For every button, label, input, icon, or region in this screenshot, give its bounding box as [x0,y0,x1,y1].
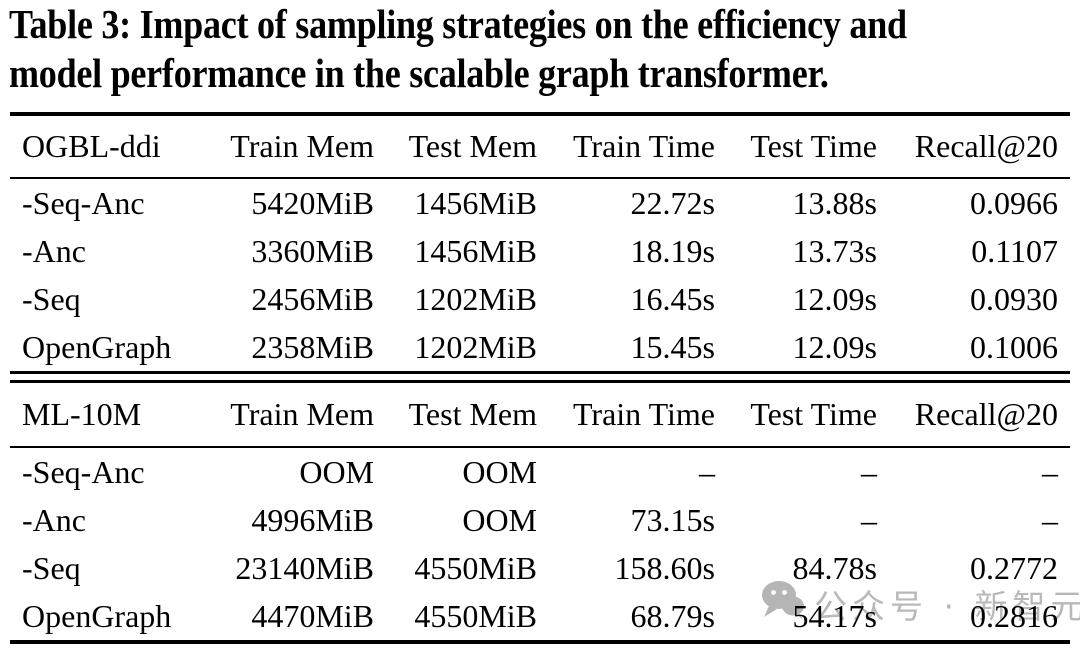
cell-train-mem: 5420MiB [251,184,374,221]
cell-train-time: – [699,453,715,490]
cell-test-time: – [861,453,877,490]
cell-test-mem: OOM [462,501,537,538]
col-header-train-mem: Train Mem [230,396,374,432]
table-row: -Anc 4996MiB OOM 73.15s – – [10,496,1070,544]
row-label: -Seq-Anc [22,184,145,221]
cell-test-time: 12.09s [792,328,877,365]
col-header-test-mem: Test Mem [408,128,537,164]
col-header-recall: Recall@20 [914,128,1058,164]
table-row: OpenGraph 2358MiB 1202MiB 15.45s 12.09s … [10,323,1070,371]
cell-train-time: 68.79s [630,597,715,634]
col-header-train-time: Train Time [573,396,715,432]
table-row: -Seq 2456MiB 1202MiB 16.45s 12.09s 0.093… [10,275,1070,323]
cell-test-mem: 4550MiB [414,549,537,586]
cell-train-mem: 2358MiB [251,328,374,365]
cell-train-mem: 4470MiB [251,597,374,634]
table2-header-row: ML-10M Train Mem Test Mem Train Time Tes… [10,383,1070,446]
cell-train-mem: 4996MiB [251,501,374,538]
cell-recall: 0.0966 [970,184,1058,221]
table-caption: Table 3: Impact of sampling strategies o… [9,0,907,98]
cell-test-mem: 1202MiB [414,280,537,317]
cell-test-mem: 1202MiB [414,328,537,365]
cell-train-time: 73.15s [630,501,715,538]
caption-line-2: model performance in the scalable graph … [9,50,829,96]
table-row: -Seq 23140MiB 4550MiB 158.60s 84.78s 0.2… [10,544,1070,592]
cell-recall: 0.1107 [971,232,1058,269]
table1-header-row: OGBL-ddi Train Mem Test Mem Train Time T… [10,116,1070,177]
wechat-icon [760,580,806,628]
cell-train-time: 22.72s [630,184,715,221]
cell-test-mem: 1456MiB [414,232,537,269]
col-header-test-time: Test Time [750,396,877,432]
cell-recall: 0.2816 [970,597,1058,634]
row-label: -Anc [22,232,86,269]
rule-header-2 [10,446,1070,448]
watermark-text: 公众号 · 新智元 [814,587,1080,626]
cell-test-time: 12.09s [792,280,877,317]
row-label: -Seq-Anc [22,453,145,490]
cell-train-time: 16.45s [630,280,715,317]
dataset-header: OGBL-ddi [22,128,161,164]
table-row: -Anc 3360MiB 1456MiB 18.19s 13.73s 0.110… [10,227,1070,275]
cell-test-mem: 1456MiB [414,184,537,221]
row-label: -Seq [22,549,81,586]
col-header-train-mem: Train Mem [230,128,374,164]
col-header-test-mem: Test Mem [408,396,537,432]
rule-bottom [10,640,1070,644]
rule-double-upper [10,371,1070,374]
cell-test-time: 84.78s [792,549,877,586]
cell-test-time: 13.88s [792,184,877,221]
cell-test-mem: 4550MiB [414,597,537,634]
results-table: OGBL-ddi Train Mem Test Mem Train Time T… [10,112,1070,644]
cell-train-time: 15.45s [630,328,715,365]
cell-recall: 0.0930 [970,280,1058,317]
dataset-header: ML-10M [22,396,142,432]
table-row: -Seq-Anc 5420MiB 1456MiB 22.72s 13.88s 0… [10,179,1070,227]
table-section-ogbl-ddi: OGBL-ddi Train Mem Test Mem Train Time T… [10,116,1070,371]
col-header-test-time: Test Time [750,128,877,164]
rule-top [10,112,1070,116]
cell-recall: – [1042,501,1058,538]
cell-train-mem: 3360MiB [251,232,374,269]
watermark: 公众号 · 新智元 [760,580,1080,628]
cell-recall: 0.1006 [970,328,1058,365]
col-header-train-time: Train Time [573,128,715,164]
row-label: -Anc [22,501,86,538]
row-label: OpenGraph [22,328,172,365]
cell-test-mem: OOM [462,453,537,490]
row-label: -Seq [22,280,81,317]
col-header-recall: Recall@20 [914,396,1058,432]
table-row: -Seq-Anc OOM OOM – – – [10,448,1070,496]
table-section-ml-10m: ML-10M Train Mem Test Mem Train Time Tes… [10,383,1070,640]
row-label: OpenGraph [22,597,172,634]
cell-recall: – [1042,453,1058,490]
rule-double-lower [10,380,1070,383]
cell-test-time: – [861,501,877,538]
cell-train-time: 158.60s [614,549,715,586]
cell-train-mem: 23140MiB [235,549,374,586]
caption-line-1: Table 3: Impact of sampling strategies o… [9,1,907,47]
cell-train-mem: OOM [299,453,374,490]
rule-header-1 [10,177,1070,179]
cell-recall: 0.2772 [970,549,1058,586]
cell-train-mem: 2456MiB [251,280,374,317]
cell-test-time: 13.73s [792,232,877,269]
cell-train-time: 18.19s [630,232,715,269]
cell-test-time: 54.17s [792,597,877,634]
table-row: OpenGraph 4470MiB 4550MiB 68.79s 54.17s … [10,592,1070,640]
